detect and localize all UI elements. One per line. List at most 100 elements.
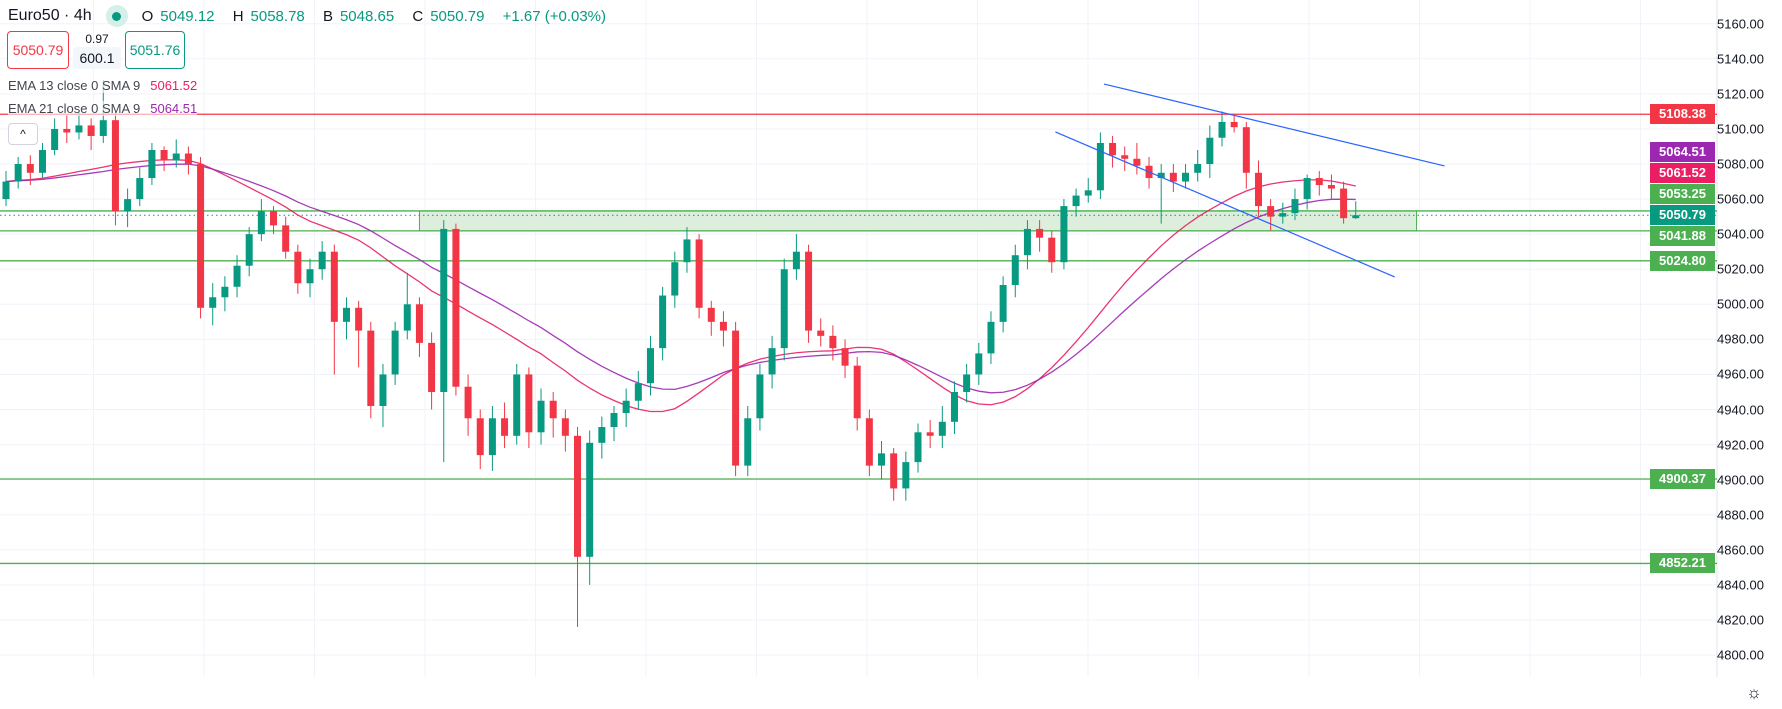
- candle-body: [1072, 195, 1080, 207]
- indicator-ema21[interactable]: EMA 21 close 0 SMA 9 5064.51: [8, 101, 198, 116]
- price-tick-label: 4900.00: [1717, 472, 1764, 488]
- legend-header: Euro50 · 4h O 5049.12 H 5058.78 B 5048.65 C…: [8, 5, 613, 27]
- candle-body: [221, 286, 229, 298]
- candle-body: [197, 164, 205, 308]
- price-tick-label: 5160.00: [1717, 16, 1764, 32]
- candle-body: [561, 418, 569, 436]
- candle-body: [1157, 172, 1165, 179]
- candle-body: [148, 149, 156, 179]
- candle-body: [1303, 178, 1311, 200]
- candle-body: [756, 374, 764, 419]
- candle-body: [233, 265, 241, 287]
- candle-body: [914, 432, 922, 463]
- quantity-input[interactable]: 600.1: [73, 47, 121, 69]
- candle-body: [646, 348, 654, 384]
- candle-body: [1084, 190, 1092, 196]
- candle-body: [549, 400, 557, 419]
- candle-body: [172, 153, 180, 161]
- candle-body: [586, 442, 594, 557]
- collapse-legend-button[interactable]: ^: [8, 123, 38, 145]
- candle-body: [659, 295, 667, 349]
- candle-body: [902, 462, 910, 489]
- candle-body: [1291, 199, 1299, 214]
- sell-button[interactable]: 5050.79: [7, 31, 69, 69]
- candle-body: [306, 269, 314, 284]
- candle-body: [1206, 137, 1214, 165]
- candle-body: [501, 418, 509, 436]
- price-tick-label: 4960.00: [1717, 366, 1764, 382]
- price-badge: 5024.80: [1650, 250, 1715, 271]
- candle-body: [124, 199, 132, 212]
- price-badge: 5108.38: [1650, 104, 1715, 125]
- candle-body: [257, 211, 265, 235]
- candle-body: [184, 153, 192, 165]
- candle-body: [282, 225, 290, 252]
- candle-body: [440, 228, 448, 392]
- candle-body: [707, 307, 715, 322]
- price-badge: 5050.79: [1650, 205, 1715, 226]
- price-tick-label: 4920.00: [1717, 437, 1764, 453]
- candle-body: [1060, 206, 1068, 263]
- candle-body: [1279, 213, 1287, 217]
- candle-body: [574, 435, 582, 557]
- spread-value: 0.97: [85, 32, 109, 46]
- gear-icon[interactable]: ☼: [1746, 683, 1762, 702]
- candle-body: [14, 164, 22, 182]
- candle-body: [136, 178, 144, 200]
- candle-body: [768, 348, 776, 375]
- candle-body: [513, 374, 521, 436]
- candle-body: [744, 418, 752, 466]
- candle-body: [318, 251, 326, 270]
- candle-body: [537, 400, 545, 433]
- price-tick-label: 4820.00: [1717, 612, 1764, 628]
- candle-body: [1023, 228, 1031, 256]
- candle-body: [999, 285, 1007, 322]
- ema-line-21: [5, 163, 1356, 394]
- candle-body: [245, 234, 253, 266]
- candle-body: [1242, 127, 1250, 173]
- candle-body: [428, 342, 436, 392]
- candle-body: [488, 418, 496, 456]
- price-change: +1.67 (+0.03%): [502, 7, 607, 25]
- candle-body: [817, 330, 825, 336]
- trendline: [1055, 131, 1395, 278]
- trendline: [1103, 83, 1445, 167]
- indicator-ema13[interactable]: EMA 13 close 0 SMA 9 5061.52: [8, 78, 198, 93]
- candle-body: [1267, 206, 1275, 217]
- candle-body: [829, 335, 837, 349]
- candle-body: [391, 330, 399, 375]
- price-tick-label: 5060.00: [1717, 191, 1764, 207]
- candle-body: [878, 453, 886, 466]
- chevron-up-icon: ^: [20, 127, 26, 141]
- price-tick-label: 4840.00: [1717, 577, 1764, 593]
- candle-body: [598, 427, 606, 443]
- candle-body: [634, 383, 642, 401]
- candle-body: [2, 181, 10, 200]
- candle-body: [950, 391, 958, 422]
- market-status-icon[interactable]: [105, 5, 128, 27]
- candle-body: [270, 211, 278, 226]
- candle-body: [111, 120, 119, 212]
- price-tick-label: 4980.00: [1717, 331, 1764, 347]
- candle-body: [622, 400, 630, 414]
- candle-body: [987, 321, 995, 354]
- spread-quantity: 0.97 600.1: [73, 31, 121, 69]
- price-tick-label: 4800.00: [1717, 647, 1764, 663]
- price-tick-label: 5000.00: [1717, 296, 1764, 312]
- candle-body: [367, 330, 375, 407]
- candle-body: [415, 304, 423, 343]
- candle-body: [209, 297, 217, 308]
- candle-body: [1121, 155, 1129, 159]
- price-tick-label: 4860.00: [1717, 542, 1764, 558]
- price-badge: 5041.88: [1650, 226, 1715, 247]
- candle-body: [294, 251, 302, 284]
- price-tick-label: 4940.00: [1717, 402, 1764, 417]
- symbol-title[interactable]: Euro50 · 4h: [8, 7, 92, 24]
- candle-body: [719, 321, 727, 331]
- candle-body: [1218, 121, 1226, 138]
- buy-button[interactable]: 5051.76: [125, 31, 185, 69]
- price-tick-label: 5040.00: [1717, 226, 1764, 242]
- price-tick-label: 5080.00: [1717, 156, 1764, 172]
- candle-body: [671, 262, 679, 296]
